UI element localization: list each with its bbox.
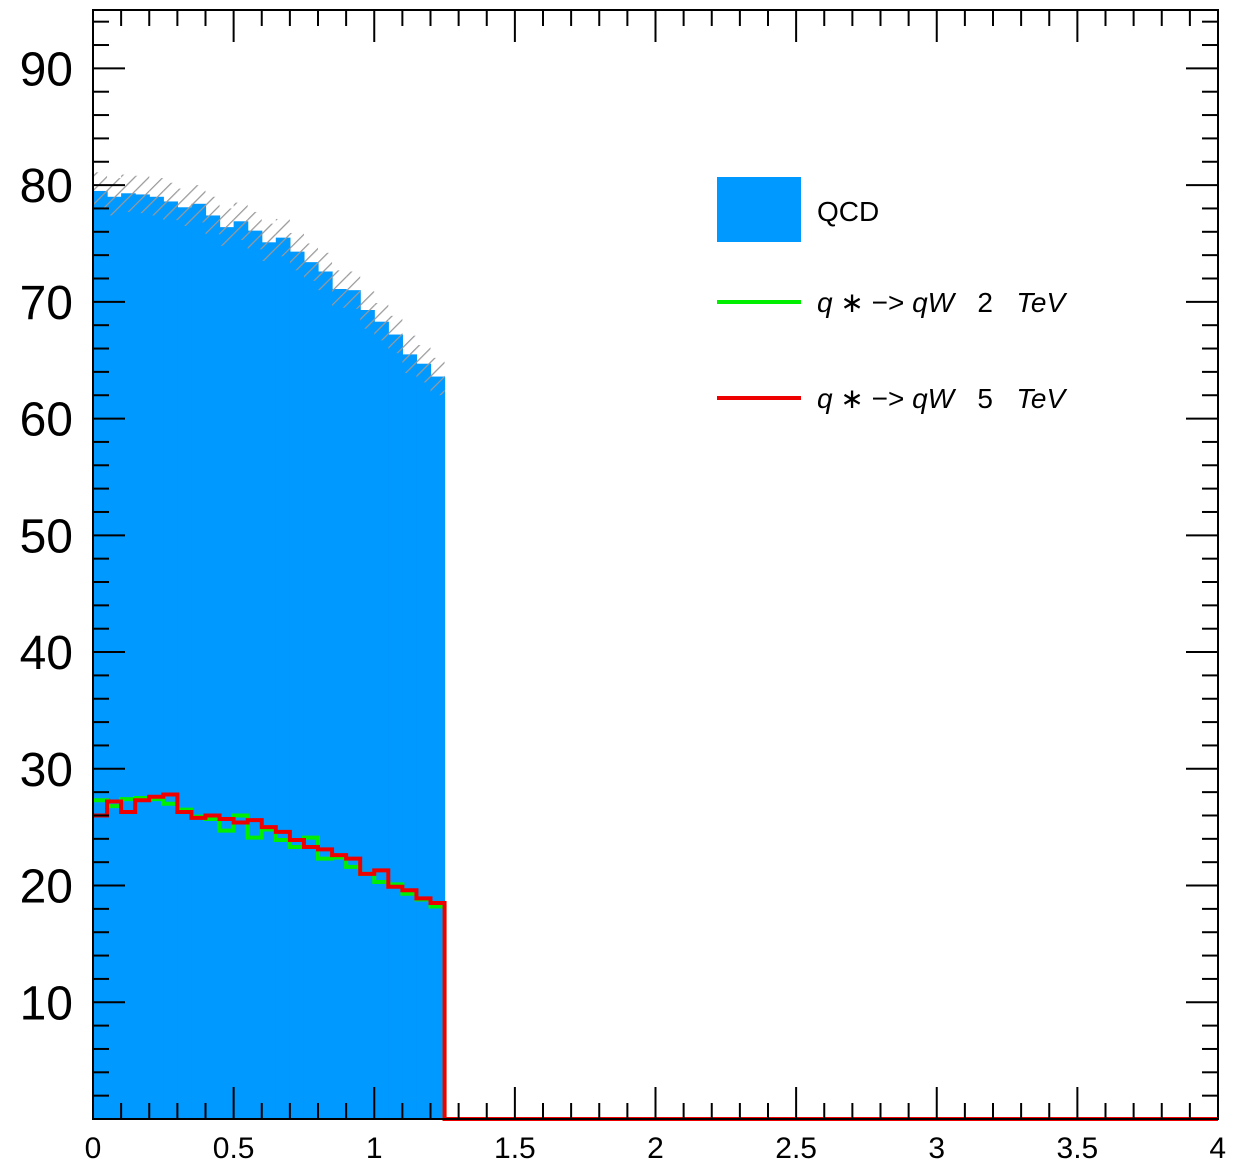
qcd-bar (135, 194, 150, 1119)
x-tick-label: 1.5 (494, 1132, 536, 1165)
legend-qcd-label: QCD (817, 196, 879, 227)
qcd-bar (177, 207, 193, 1119)
qcd-uncertainty-band (107, 178, 122, 216)
qcd-uncertainty-band (205, 196, 220, 235)
y-tick-label: 10 (20, 977, 73, 1030)
qcd-bar (416, 363, 432, 1119)
qcd-bar (332, 289, 347, 1119)
qcd-bar (402, 354, 418, 1120)
qcd-uncertainty-band (93, 172, 108, 210)
qcd-uncertainty-band (374, 303, 389, 341)
qcd-uncertainty-band (402, 335, 417, 374)
y-tick-label: 40 (20, 627, 73, 680)
legend-signal-5tev-label: q ∗ −> qW 5 TeV (817, 383, 1067, 414)
qcd-bar (219, 227, 235, 1120)
qcd-bar (233, 221, 249, 1119)
qcd-uncertainty-band (289, 232, 304, 271)
qcd-bar (275, 237, 291, 1119)
qcd-bar (121, 193, 136, 1119)
qcd-uncertainty-band (416, 345, 431, 383)
axes: 10 20 30 40 50 60 70 80 90 0 0.5 1 1.5 2 2.5 3 3.5 4 (20, 9, 1226, 1165)
qcd-uncertainty-band (275, 218, 290, 257)
qcd-uncertainty-band (332, 270, 347, 308)
qcd-bar (289, 251, 305, 1119)
qcd-bar (318, 271, 333, 1119)
y-tick-label: 20 (20, 861, 73, 914)
qcd-bar (303, 262, 319, 1119)
qcd-uncertainty-band (219, 208, 234, 246)
x-tick-label: 2 (647, 1132, 664, 1165)
qcd-bar (205, 215, 221, 1119)
qcd-bar (247, 230, 263, 1119)
x-tick-label: 4 (1209, 1132, 1226, 1165)
qcd-bar (163, 201, 178, 1119)
qcd-uncertainty-band (121, 174, 136, 212)
qcd-bar (191, 203, 207, 1120)
qcd-uncertainty-band (247, 211, 262, 250)
qcd-bar (430, 376, 446, 1119)
y-tick-label: 80 (20, 160, 73, 213)
legend-qcd-swatch (717, 177, 801, 242)
y-tick-label: 50 (20, 510, 73, 563)
legend: QCD q ∗ −> qW 2 TeV q ∗ −> qW 5 TeV (717, 177, 1067, 414)
qcd-bar (93, 190, 108, 1119)
x-tick-label: 0.5 (213, 1132, 255, 1165)
qcd-bar (107, 196, 122, 1120)
qcd-uncertainty-band (149, 178, 164, 216)
qcd-uncertainty-band (346, 271, 361, 309)
qcd-bar (374, 321, 389, 1119)
qcd-uncertainty-band (233, 202, 248, 240)
x-tick-label: 2.5 (775, 1132, 817, 1165)
x-tick-label: 0 (85, 1132, 102, 1165)
qcd-bar (360, 310, 375, 1119)
qcd-bar (149, 196, 164, 1120)
qcd-uncertainty-band (135, 175, 150, 214)
qcd-uncertainty-band (261, 223, 276, 261)
x-tick-label: 1 (366, 1132, 383, 1165)
qcd-uncertainty-band (360, 291, 375, 329)
qcd-bar (388, 334, 403, 1119)
qcd-uncertainty-band (388, 315, 403, 354)
y-tick-label: 30 (20, 744, 73, 797)
qcd-bar (346, 290, 361, 1119)
qcd-uncertainty-band (318, 252, 333, 291)
x-tick-label: 3 (928, 1132, 945, 1165)
qcd-uncertainty-band (191, 185, 206, 223)
qcd-bar (261, 242, 277, 1119)
x-tick-label: 3.5 (1057, 1132, 1099, 1165)
plot-area (93, 172, 1218, 1121)
qcd-uncertainty-band (303, 243, 318, 281)
qcd-uncertainty-band (177, 188, 192, 226)
qcd-uncertainty-band (430, 357, 445, 396)
y-tick-label: 60 (20, 394, 73, 447)
legend-signal-2tev-label: q ∗ −> qW 2 TeV (817, 287, 1067, 318)
y-tick-label: 70 (20, 277, 73, 330)
qcd-uncertainty-band (163, 182, 178, 221)
y-tick-label: 90 (20, 43, 73, 96)
